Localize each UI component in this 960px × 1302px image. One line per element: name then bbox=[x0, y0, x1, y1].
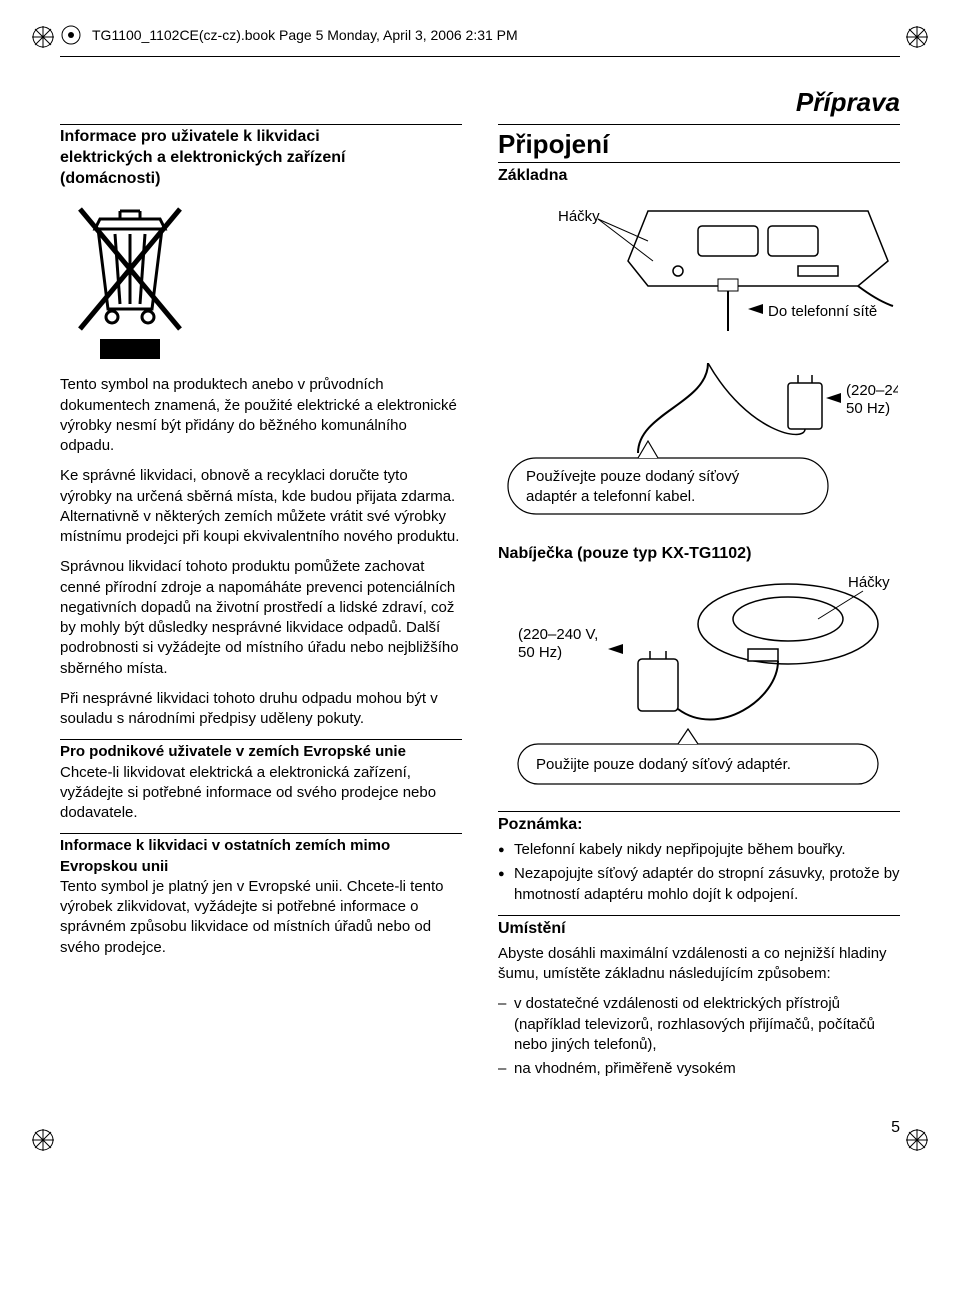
note-item: Nezapojujte síťový adaptér do stropní zá… bbox=[498, 864, 900, 905]
eu-heading: Pro podnikové uživatele v zemích Evropsk… bbox=[60, 743, 406, 760]
placement-item: v dostatečné vzdálenosti od elektrických… bbox=[498, 994, 900, 1055]
disposal-body-3: Správnou likvidací tohoto produktu pomůž… bbox=[60, 557, 462, 679]
header-filemark-row: TG1100_1102CE(cz-cz).book Page 5 Monday,… bbox=[60, 24, 900, 46]
note-item: Telefonní kabely nikdy nepřipojujte běhe… bbox=[498, 840, 900, 860]
svg-text:Použijte pouze dodaný síťový a: Použijte pouze dodaný síťový adaptér. bbox=[536, 756, 791, 773]
svg-text:(220–240 V,: (220–240 V, bbox=[518, 626, 598, 643]
base-label: Základna bbox=[498, 167, 900, 185]
crop-mark-icon bbox=[904, 1127, 930, 1153]
page: TG1100_1102CE(cz-cz).book Page 5 Monday,… bbox=[0, 0, 960, 1177]
to-tel-label: Do telefonní sítě bbox=[768, 303, 877, 320]
note-heading: Poznámka: bbox=[498, 816, 900, 834]
svg-text:Používejte pouze dodaný síťový: Používejte pouze dodaný síťový bbox=[526, 468, 740, 485]
noneu-heading: Informace k likvidaci v ostatních zemích… bbox=[60, 837, 390, 874]
disposal-body-2: Ke správné likvidaci, obnově a recyklaci… bbox=[60, 466, 462, 547]
heading-line: Informace pro uživatele k likvidaci bbox=[60, 128, 320, 145]
svg-text:50 Hz): 50 Hz) bbox=[518, 644, 562, 661]
disposal-body-1: Tento symbol na produktech anebo v průvo… bbox=[60, 375, 462, 456]
charger-heading: Nabíječka (pouze typ KX-TG1102) bbox=[498, 545, 900, 563]
book-mark-icon bbox=[60, 24, 82, 46]
rule bbox=[60, 833, 462, 834]
rule bbox=[60, 124, 462, 125]
crop-mark-icon bbox=[904, 24, 930, 50]
adapter-illustration-1: (220–240 V, 50 Hz) Používejte pouze doda… bbox=[498, 363, 900, 533]
placement-heading: Umístění bbox=[498, 920, 900, 938]
crop-mark-icon bbox=[30, 24, 56, 50]
eu-section: Pro podnikové uživatele v zemích Evropsk… bbox=[60, 742, 462, 823]
rule bbox=[60, 739, 462, 740]
left-column: Informace pro uživatele k likvidaci elek… bbox=[60, 122, 462, 1089]
crop-mark-icon bbox=[30, 1127, 56, 1153]
note-list: Telefonní kabely nikdy nepřipojujte běhe… bbox=[498, 840, 900, 905]
placement-item: na vhodném, přiměřeně vysokém bbox=[498, 1059, 900, 1079]
svg-text:(220–240 V,: (220–240 V, bbox=[846, 382, 898, 399]
right-column: Připojení Základna Háčky bbox=[498, 122, 900, 1089]
rule bbox=[498, 162, 900, 163]
svg-text:50 Hz): 50 Hz) bbox=[846, 400, 890, 417]
hooks-label: Háčky bbox=[558, 208, 600, 225]
placement-body: Abyste dosáhli maximální vzdálenosti a c… bbox=[498, 944, 900, 985]
disposal-info-heading: Informace pro uživatele k likvidaci elek… bbox=[60, 127, 462, 189]
base-illustration: Háčky Do telefonní sítě bbox=[498, 191, 900, 351]
chapter-title: Příprava bbox=[60, 87, 900, 118]
eu-body: Chcete-li likvidovat elektrická a elektr… bbox=[60, 764, 436, 822]
weee-bin-icon bbox=[60, 199, 200, 369]
page-number: 5 bbox=[60, 1119, 900, 1137]
noneu-section: Informace k likvidaci v ostatních zemích… bbox=[60, 836, 462, 958]
charger-illustration: Háčky (220–240 V, 50 Hz) bbox=[498, 569, 900, 799]
rule bbox=[498, 124, 900, 125]
heading-line: (domácnosti) bbox=[60, 170, 160, 187]
header-rule bbox=[60, 56, 900, 57]
header-filemark: TG1100_1102CE(cz-cz).book Page 5 Monday,… bbox=[92, 27, 518, 43]
connection-title: Připojení bbox=[498, 129, 900, 160]
disposal-body-4: Při nesprávné likvidaci tohoto druhu odp… bbox=[60, 689, 462, 730]
rule bbox=[498, 915, 900, 916]
two-column-layout: Informace pro uživatele k likvidaci elek… bbox=[60, 122, 900, 1089]
svg-text:adaptér a telefonní kabel.: adaptér a telefonní kabel. bbox=[526, 488, 695, 505]
svg-text:Háčky: Háčky bbox=[848, 574, 890, 591]
placement-list: v dostatečné vzdálenosti od elektrických… bbox=[498, 994, 900, 1079]
rule bbox=[498, 811, 900, 812]
noneu-body: Tento symbol je platný jen v Evropské un… bbox=[60, 878, 444, 956]
heading-line: elektrických a elektronických zařízení bbox=[60, 149, 345, 166]
